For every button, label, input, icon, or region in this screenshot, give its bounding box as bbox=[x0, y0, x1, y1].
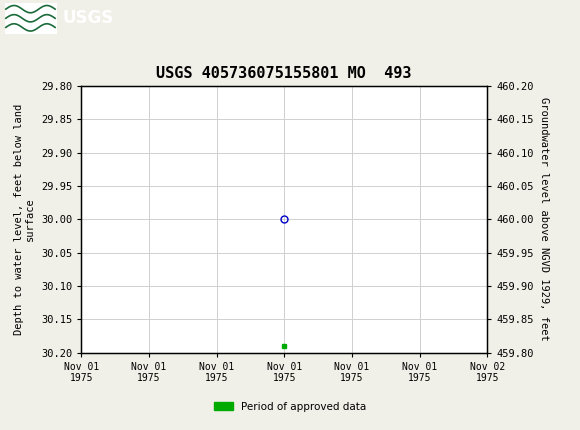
Y-axis label: Groundwater level above NGVD 1929, feet: Groundwater level above NGVD 1929, feet bbox=[539, 98, 549, 341]
Y-axis label: Depth to water level, feet below land
surface: Depth to water level, feet below land su… bbox=[14, 104, 35, 335]
Legend: Period of approved data: Period of approved data bbox=[209, 398, 371, 416]
Text: USGS: USGS bbox=[63, 9, 114, 27]
FancyBboxPatch shape bbox=[5, 3, 57, 34]
Title: USGS 405736075155801 MO  493: USGS 405736075155801 MO 493 bbox=[157, 66, 412, 81]
